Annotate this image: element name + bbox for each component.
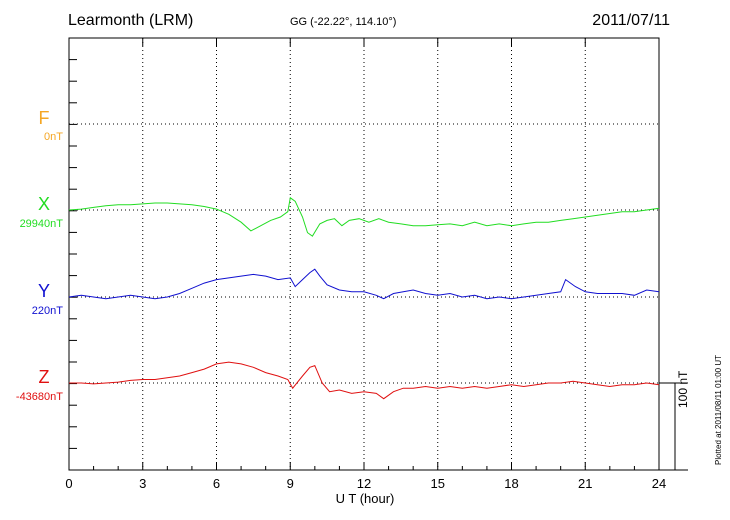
component-y-letter: Y: [37, 281, 50, 301]
x-tick-label: 12: [356, 476, 372, 491]
component-z-baseline: -43680nT: [15, 391, 63, 403]
x-tick-label: 9: [286, 476, 294, 491]
x-tick-label: 0: [65, 476, 73, 491]
x-tick-label: 21: [578, 476, 593, 491]
scale-bar: [659, 382, 688, 471]
component-f-letter: F: [38, 108, 50, 128]
x-tick-label: 15: [430, 476, 445, 491]
component-y-baseline: 220nT: [31, 305, 63, 317]
component-x-letter: X: [37, 194, 50, 214]
plotted-timestamp: Plotted at 2011/08/11 01:00 UT: [714, 354, 723, 465]
x-tick-label: 18: [504, 476, 519, 491]
series-line-z: [69, 361, 660, 400]
coordinates-label: GG (-22.22°, 114.10°): [290, 16, 397, 28]
date-label: 2011/07/11: [592, 12, 670, 29]
component-x-baseline: 29940nT: [19, 218, 63, 230]
x-axis-label: U T (hour): [335, 491, 395, 506]
component-z-letter: Z: [38, 367, 50, 387]
series-line-x: [68, 196, 660, 237]
axis-ticks: [68, 38, 660, 470]
station-title: Learmonth (LRM): [68, 12, 194, 29]
scale-bar-label: 100 nT: [676, 370, 690, 408]
component-f-baseline: 0nT: [44, 131, 63, 143]
x-tick-label: 6: [212, 476, 221, 491]
grid-lines: [69, 38, 659, 470]
series-line-y: [68, 268, 660, 300]
x-tick-label: 24: [651, 476, 667, 491]
x-tick-label: 3: [139, 476, 147, 491]
series-lines: [68, 196, 660, 400]
